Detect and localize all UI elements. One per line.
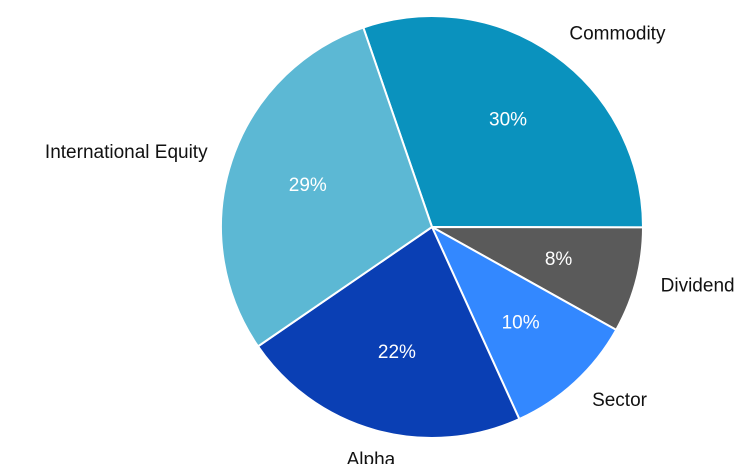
slice-category-label: Dividend	[661, 276, 735, 297]
slice-category-label: Sector	[592, 390, 648, 411]
slice-value-label: 22%	[378, 342, 416, 363]
pie-slice	[362, 15, 645, 229]
slice-value-label: 8%	[545, 249, 573, 270]
slice-category-label: Alpha	[347, 450, 396, 464]
slice-value-label: 10%	[502, 312, 540, 333]
pie-slice	[220, 26, 434, 348]
pie-slice	[256, 225, 521, 439]
pie-slice	[429, 224, 618, 421]
slice-value-label: 30%	[489, 110, 527, 131]
pie-slice	[428, 225, 645, 332]
slice-category-label: Commodity	[569, 24, 666, 45]
slice-category-label: International Equity	[45, 142, 208, 163]
slice-value-label: 29%	[289, 175, 327, 196]
